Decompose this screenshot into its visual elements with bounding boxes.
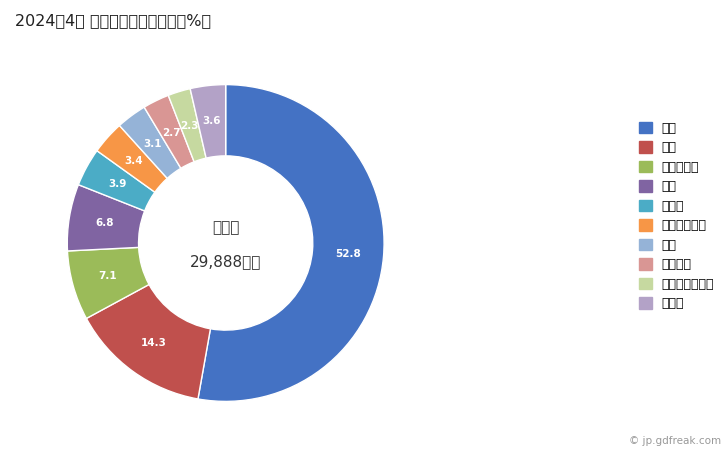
Wedge shape: [87, 284, 210, 399]
Text: 3.4: 3.4: [124, 156, 143, 166]
Text: 3.6: 3.6: [202, 116, 221, 126]
Wedge shape: [79, 151, 155, 211]
Text: 29,888万円: 29,888万円: [190, 255, 261, 270]
Text: 2.7: 2.7: [162, 128, 181, 138]
Text: 総　額: 総 額: [212, 220, 240, 234]
Text: 7.1: 7.1: [98, 271, 116, 281]
Text: 3.9: 3.9: [108, 179, 127, 189]
Wedge shape: [97, 126, 167, 192]
Wedge shape: [190, 85, 226, 158]
Text: © jp.gdfreak.com: © jp.gdfreak.com: [628, 436, 721, 446]
Wedge shape: [144, 95, 194, 168]
Text: 3.1: 3.1: [143, 140, 162, 149]
Legend: 台湾, 中国, フィリピン, 米国, トルコ, シンガポール, タイ, イタリア, バングラデシュ, その他: 台湾, 中国, フィリピン, 米国, トルコ, シンガポール, タイ, イタリア…: [636, 118, 718, 314]
Text: 52.8: 52.8: [335, 249, 361, 259]
Text: 2024年4月 輸出相手国のシェア（%）: 2024年4月 輸出相手国のシェア（%）: [15, 14, 210, 28]
Text: 6.8: 6.8: [95, 218, 114, 228]
Wedge shape: [168, 89, 206, 162]
Text: 14.3: 14.3: [141, 338, 167, 347]
Wedge shape: [198, 85, 384, 401]
Wedge shape: [119, 107, 181, 178]
Wedge shape: [67, 184, 145, 251]
Text: 2.3: 2.3: [181, 121, 199, 130]
Wedge shape: [68, 248, 149, 319]
